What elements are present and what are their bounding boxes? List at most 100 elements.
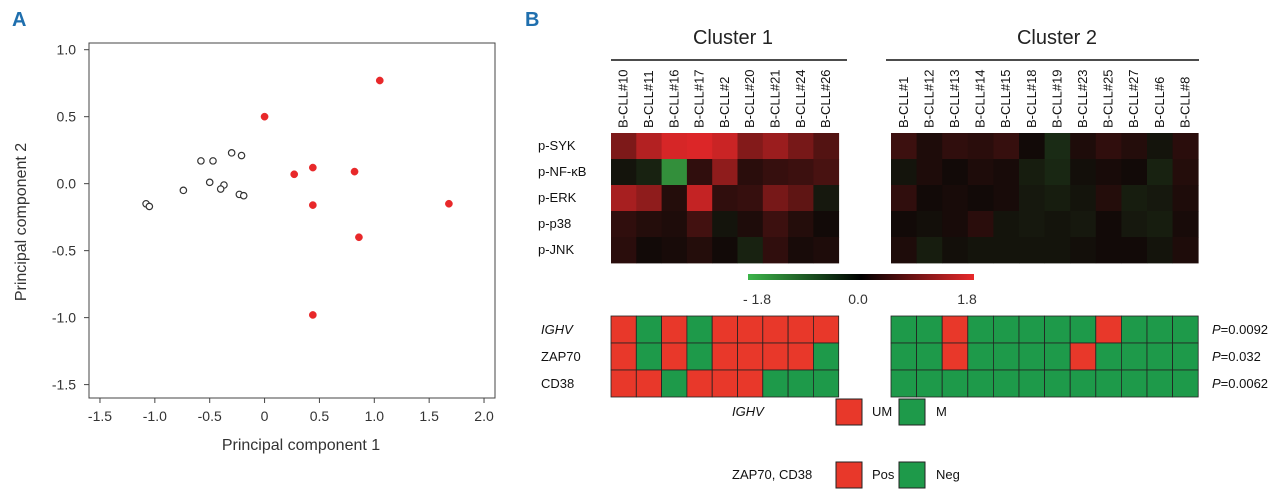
cluster-2-clinical-cell (1018, 369, 1046, 398)
cluster-2-heatmap-cell (1070, 159, 1097, 186)
cluster-2-heatmap-cell (1044, 237, 1071, 264)
sample-label: B-CLL#13 (947, 69, 962, 128)
legend-neg-label: Neg (936, 467, 960, 482)
cluster-2-heatmap-cell (1121, 211, 1148, 238)
cluster-2-heatmap-cell (916, 185, 943, 212)
cluster-2-clinical-cell (967, 315, 994, 344)
cluster-2-heatmap-cell (1095, 211, 1122, 238)
cluster-1-clinical-cell (762, 369, 789, 398)
cluster-2-heatmap-cell (1070, 133, 1097, 160)
cluster-2-clinical-cell (1044, 342, 1071, 371)
cluster-1-heatmap-cell (636, 133, 662, 160)
cluster-2-heatmap-cell (1095, 185, 1122, 212)
cluster-2-point (145, 202, 154, 211)
cluster-2-heatmap-cell (967, 237, 994, 264)
heatmap-cluster-2 (891, 133, 1199, 264)
cluster-1-clinical-cell (686, 342, 713, 371)
clinical-row-labels: IGHV ZAP70 CD38 (541, 322, 581, 391)
scatter-x-axis: -1.5 -1.0 -0.5 0 0.5 1.0 1.5 2.0 (88, 398, 494, 424)
cluster-2-heatmap-cell (916, 133, 943, 160)
cluster-1-heatmap-cell (712, 185, 738, 212)
cluster-1-heatmap-cell (788, 237, 814, 264)
sample-label: B-CLL#10 (616, 69, 631, 128)
heatmap-row-label: p-ERK (538, 190, 577, 205)
cluster-2-clinical-cell (890, 342, 918, 371)
cluster-1-clinical-cell (737, 315, 764, 344)
cluster-1-clinical-cell (610, 369, 637, 398)
x-tick-label: 0.5 (310, 408, 330, 424)
cluster-1-heatmap-cell (686, 237, 713, 264)
cluster-2-heatmap-cell (1172, 211, 1199, 238)
panel-b-label: B (525, 9, 539, 31)
cluster-1-heatmap-cell (661, 185, 688, 212)
colorbar-max-label: 1.8 (957, 291, 977, 307)
cluster-1-clinical-cell (813, 369, 840, 398)
cluster-1-heatmap-cell (762, 133, 789, 160)
cluster-1-clinical-cell (686, 369, 713, 398)
cluster-1-heatmap-cell (661, 133, 688, 160)
cluster-2-heatmap-cell (1019, 159, 1045, 186)
y-tick-label: 0.5 (57, 109, 77, 125)
cluster-1-heatmap-cell (762, 211, 789, 238)
heatmap-row-label: p-NF-κB (538, 164, 586, 179)
cluster-1-clinical-cell (610, 315, 637, 344)
cluster-1-heatmap-cell (762, 185, 789, 212)
cluster-1-heatmap-cell (661, 159, 688, 186)
cluster-2-heatmap-cell (942, 159, 969, 186)
cluster-1-clinical-cell (762, 315, 789, 344)
cluster-1-clinical-cell (813, 342, 840, 371)
sample-label: B-CLL#20 (742, 69, 757, 128)
sample-label: B-CLL#2 (717, 77, 732, 128)
scatter-y-axis: 1.0 0.5 0.0 -0.5 -1.0 -1.5 (52, 42, 89, 393)
cluster-1-heatmap-cell (611, 237, 637, 264)
cluster-2-heatmap-cell (1147, 237, 1173, 264)
cluster-2-clinical-cell (890, 315, 918, 344)
cluster-2-point (216, 185, 225, 193)
scatter-plot-frame (88, 42, 496, 399)
cluster-1-heatmap-cell (737, 185, 764, 212)
sample-label: B-CLL#14 (973, 69, 988, 128)
cluster-2-heatmap-cell (1044, 185, 1071, 212)
cluster-2-heatmap-cell (967, 185, 994, 212)
sample-label: B-CLL#1 (896, 77, 911, 128)
sample-label: B-CLL#16 (666, 69, 681, 128)
cluster-1-heatmap-cell (636, 159, 662, 186)
cluster-1-heatmap-cell (686, 159, 713, 186)
cluster-2-heatmap-cell (1044, 211, 1071, 238)
cluster-1-clinical-cell (610, 342, 637, 371)
cluster-2-heatmap-cell (1121, 237, 1148, 264)
cluster-2-heatmap-cell (1121, 159, 1148, 186)
cluster-1-point (308, 201, 317, 209)
sample-label: B-CLL#26 (818, 69, 833, 128)
cluster-2-heatmap-cell (1121, 185, 1148, 212)
y-tick-label: -1.0 (52, 310, 76, 326)
clinical-row-label: ZAP70 (541, 349, 581, 364)
cluster-2-heatmap-cell (891, 211, 917, 238)
x-tick-label: 1.5 (419, 408, 439, 424)
cluster-2-clinical-cell (1095, 342, 1122, 371)
x-tick-label: 2.0 (474, 408, 494, 424)
cluster-1-point (355, 233, 363, 242)
cluster-1-title: Cluster 1 (693, 27, 773, 49)
cluster-1-heatmap-cell (636, 211, 662, 238)
cluster-2-heatmap-cell (1044, 133, 1071, 160)
x-tick-label: 1.0 (365, 408, 385, 424)
cluster-2-heatmap-cell (1121, 133, 1148, 160)
legend-m-swatch (898, 398, 926, 426)
cluster-2-heatmap-cell (993, 133, 1020, 160)
cluster-1-heatmap-cell (813, 133, 840, 160)
cluster-2-clinical-cell (941, 369, 969, 398)
cluster-2-clinical-cell (967, 369, 994, 398)
p-values: P=0.0092 P=0.032 P=0.0062 (1212, 322, 1268, 391)
cluster-1-heatmap-cell (788, 133, 814, 160)
cluster-2-heatmap-cell (1070, 237, 1097, 264)
sample-label: B-CLL#27 (1126, 69, 1141, 128)
cluster-2-clinical-cell (1044, 315, 1071, 344)
cluster-2-clinical-cell (993, 315, 1020, 344)
legend-zap70-cd38-label: ZAP70, CD38 (732, 467, 812, 482)
cluster-1-heatmap-cell (712, 211, 738, 238)
cluster-1-clinical-cell (762, 342, 789, 371)
cluster-1-heatmap-cell (813, 211, 840, 238)
cluster-2-point (197, 157, 205, 165)
cluster-2-clinical-cell (1172, 315, 1199, 344)
